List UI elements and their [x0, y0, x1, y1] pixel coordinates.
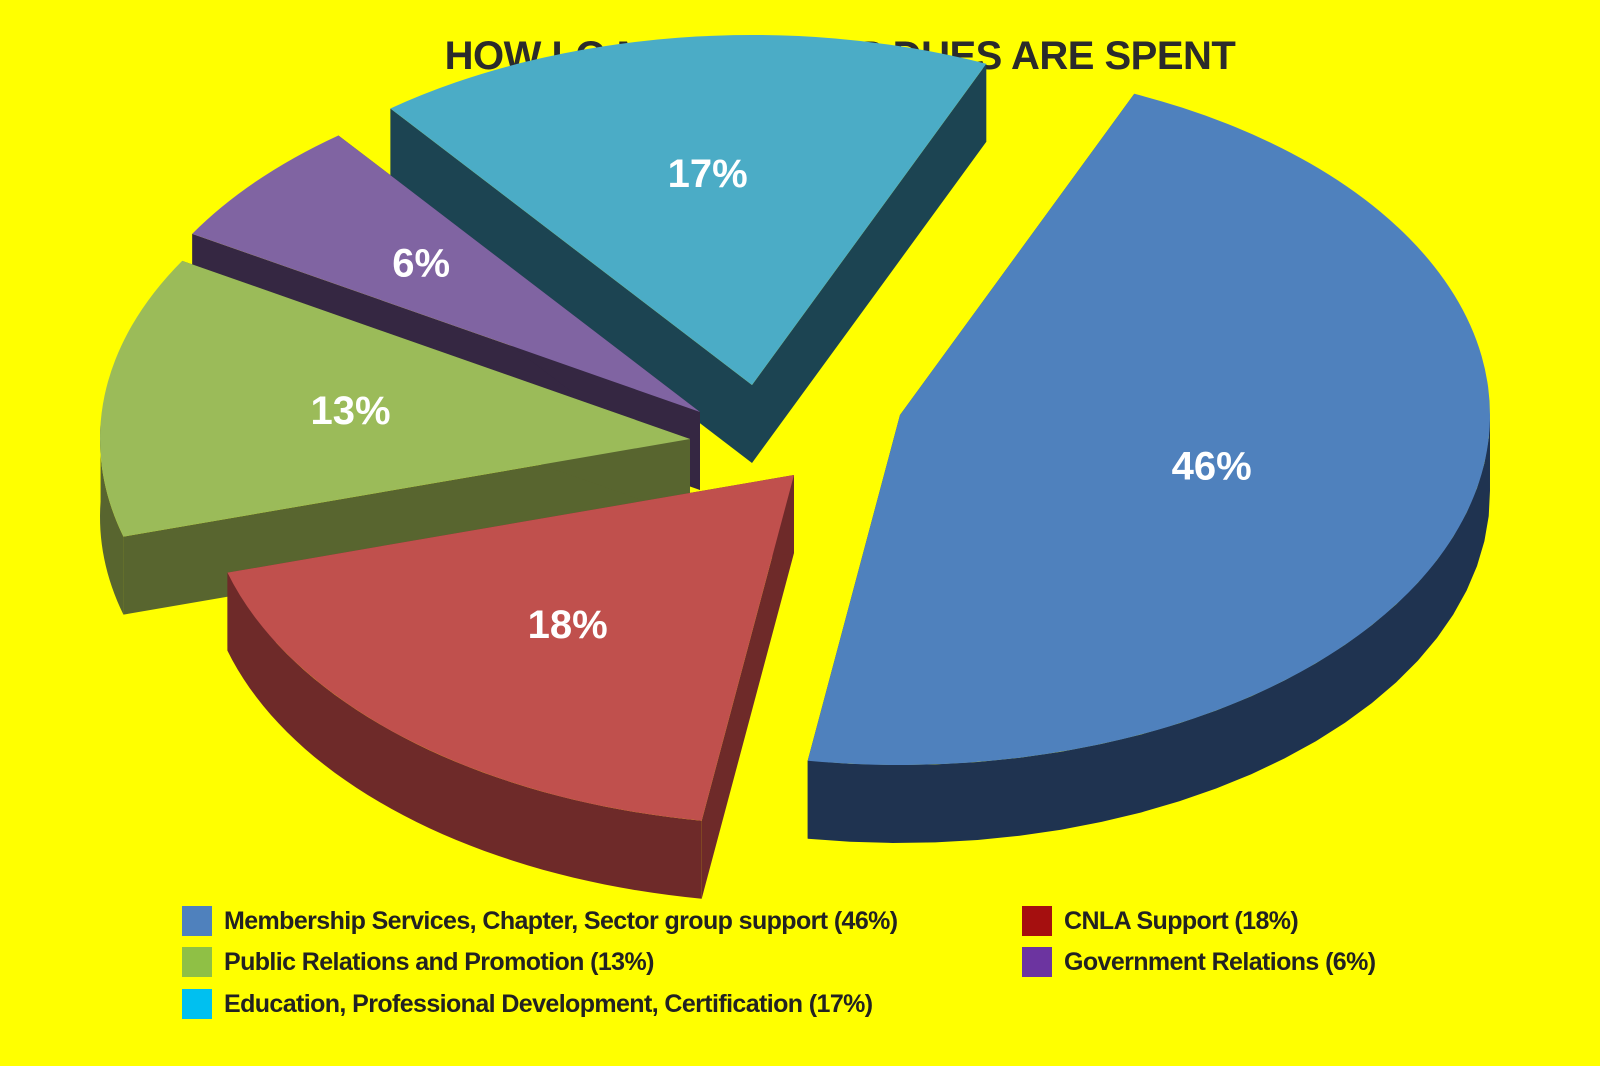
legend-item-membership-services: Membership Services, Chapter, Sector gro…	[182, 905, 898, 937]
data-label: 6%	[392, 242, 450, 286]
legend-item-cnla-support: CNLA Support (18%)	[1022, 905, 1299, 937]
slice-top-face	[390, 34, 987, 385]
legend-item-education: Education, Professional Development, Cer…	[182, 988, 873, 1020]
data-label: 13%	[310, 389, 390, 433]
legend-label: CNLA Support (18%)	[1064, 906, 1299, 935]
slice-side-wall	[752, 63, 987, 463]
legend-swatch	[1022, 906, 1052, 936]
legend-swatch	[182, 947, 212, 977]
slice-top-face	[100, 260, 691, 537]
legend-label: Government Relations (6%)	[1064, 947, 1376, 976]
slice-top-face	[227, 475, 794, 821]
legend: Membership Services, Chapter, Sector gro…	[182, 905, 1482, 1035]
legend-swatch	[1022, 947, 1052, 977]
slice-outer-wall	[807, 412, 1490, 843]
slice-top-face	[192, 135, 700, 412]
legend-label: Membership Services, Chapter, Sector gro…	[224, 906, 898, 935]
legend-swatch	[182, 906, 212, 936]
pie-slice-education: 17%	[390, 34, 987, 464]
legend-label: Public Relations and Promotion (13%)	[224, 947, 654, 976]
pie-slice-cnla-support: 18%	[227, 475, 794, 899]
slice-outer-wall	[227, 572, 702, 899]
slice-outer-wall	[100, 423, 124, 615]
legend-label: Education, Professional Development, Cer…	[224, 989, 873, 1018]
pie-slice-membership-services: 46%	[807, 93, 1490, 843]
legend-item-government-relations: Government Relations (6%)	[1022, 946, 1376, 978]
data-label: 46%	[1172, 444, 1252, 488]
slice-side-wall	[701, 475, 794, 899]
legend-item-public-relations: Public Relations and Promotion (13%)	[182, 946, 654, 978]
slice-side-wall	[390, 108, 752, 464]
data-label: 17%	[668, 152, 748, 196]
data-label: 18%	[528, 603, 608, 647]
slice-top-face	[807, 93, 1490, 765]
legend-swatch	[182, 989, 212, 1019]
